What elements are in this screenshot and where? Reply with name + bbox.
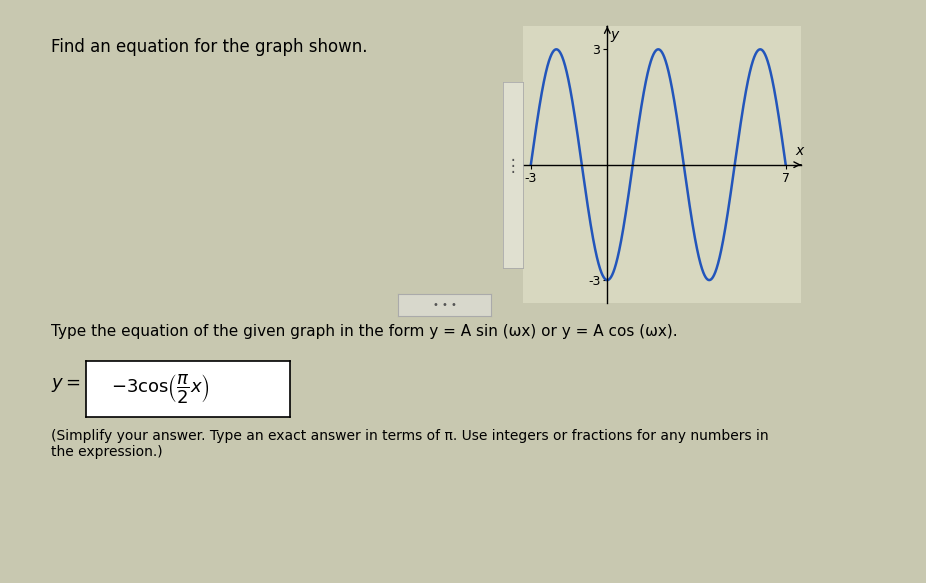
Text: y: y [610, 28, 619, 42]
Text: Find an equation for the graph shown.: Find an equation for the graph shown. [51, 38, 368, 56]
Text: x: x [795, 144, 804, 158]
Text: (Simplify your answer. Type an exact answer in terms of π. Use integers or fract: (Simplify your answer. Type an exact ans… [51, 429, 769, 459]
Text: Type the equation of the given graph in the form y = A sin (ωx) or y = A cos (ωx: Type the equation of the given graph in … [51, 324, 678, 339]
Text: • • •: • • • [432, 300, 457, 310]
Text: $-3\cos\!\left(\dfrac{\pi}{2}x\right)$: $-3\cos\!\left(\dfrac{\pi}{2}x\right)$ [110, 371, 209, 405]
Text: ⋮: ⋮ [505, 157, 521, 174]
Text: $y =$: $y =$ [51, 376, 81, 394]
